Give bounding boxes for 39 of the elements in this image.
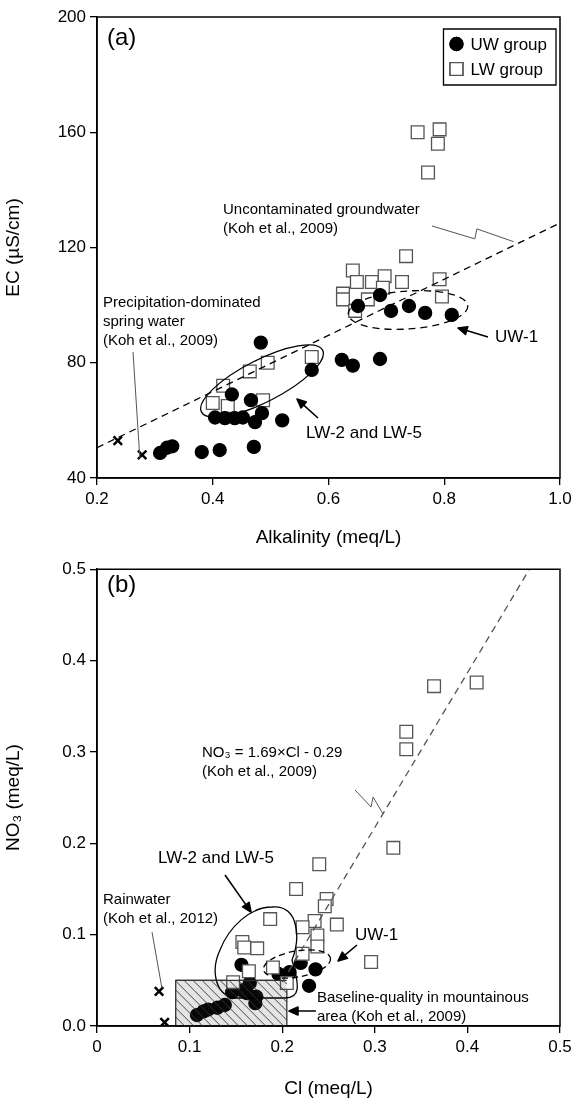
x-tick-label: 0.5 (548, 1036, 572, 1056)
x-axis-title: Cl (meq/L) (284, 1076, 373, 1098)
annotation: Uncontaminated groundwater (Koh et al., 2009) (223, 200, 420, 237)
annotation: Rainwater (Koh et al., 2012) (103, 890, 219, 927)
x-tick-label: 0.1 (177, 1036, 202, 1056)
x-tick-label: 0.8 (432, 488, 457, 508)
y-tick-label: 0.2 (62, 832, 86, 852)
y-tick-label: 0.1 (62, 924, 86, 944)
x-tick-label: 0.4 (200, 488, 225, 508)
y-tick-label: 0.4 (62, 650, 86, 670)
y-axis-title: EC (µS/cm) (1, 198, 23, 297)
annotation: LW-2 and LW-5 (158, 847, 274, 867)
annotation: Precipitation-dominated spring water (Koh et al., 2009) (103, 293, 261, 349)
x-tick-label: 0.6 (316, 488, 341, 508)
annotation: UW-1 (495, 326, 539, 346)
x-tick-label: 0 (92, 1036, 102, 1056)
annotation: Baseline-quality in mountainous area (Koh et al., 2009) (317, 988, 529, 1025)
y-tick-label: 200 (57, 6, 86, 26)
x-axis-title: Alkalinity (meq/L) (255, 525, 402, 547)
y-tick-label: 0.3 (62, 741, 86, 761)
annotation: NO₃ = 1.69×Cl - 0.29 (Koh et al., 2009) (202, 743, 343, 780)
y-tick-label: 160 (57, 121, 86, 141)
x-tick-label: 0.4 (455, 1036, 480, 1056)
y-axis-title: NO₃ (meq/L) (1, 744, 23, 852)
annotation: LW-2 and LW-5 (306, 422, 422, 442)
x-tick-label: 0.2 (85, 488, 109, 508)
y-tick-label: 0.0 (62, 1015, 86, 1035)
y-tick-label: 120 (57, 237, 86, 257)
annotation: UW-1 (355, 924, 399, 944)
y-tick-label: 0.5 (62, 558, 86, 578)
y-tick-label: 40 (67, 467, 86, 487)
y-tick-label: 80 (67, 352, 86, 372)
legend-label: UW group (470, 34, 548, 54)
legend-label: LW group (470, 59, 543, 79)
x-tick-label: 1.0 (548, 488, 572, 508)
x-tick-label: 0.2 (270, 1036, 295, 1056)
x-tick-label: 0.3 (362, 1036, 387, 1056)
annotation: (a) (107, 22, 137, 50)
annotation: (b) (107, 569, 137, 597)
